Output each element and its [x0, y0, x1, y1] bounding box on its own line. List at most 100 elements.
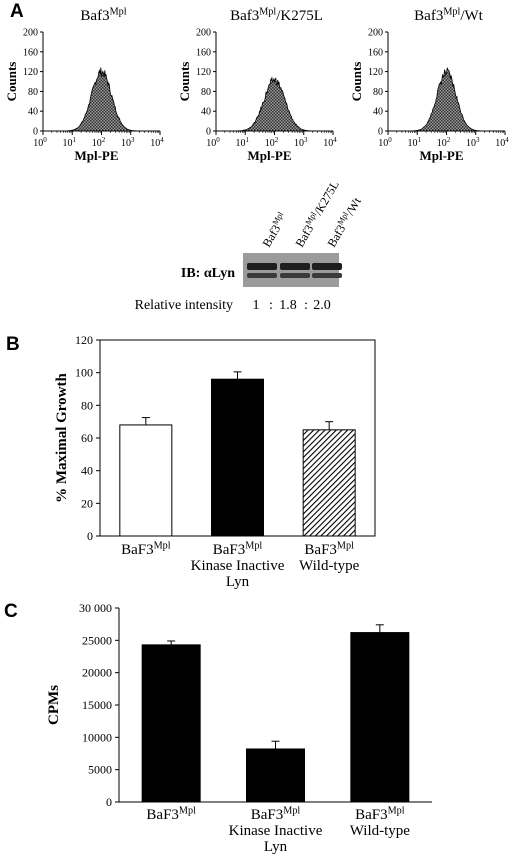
category-label-line3: Lyn	[226, 574, 250, 590]
histogram-title: Baf3Mpl	[80, 6, 126, 24]
y-axis-label: Counts	[349, 62, 364, 102]
histogram-title: Baf3Mpl/K275L	[230, 6, 323, 24]
panel-label-c: C	[4, 601, 18, 622]
histogram-baf3-mpl: Baf3Mpl 0 40 80 120 160 200 100 101 102 103 104 Mpl-…	[4, 6, 164, 163]
y-tick-label: 0	[206, 127, 211, 138]
y-tick-label: 120	[23, 67, 38, 78]
blot-band-lower	[312, 273, 342, 278]
y-tick-label: 120	[368, 67, 383, 78]
histogram-baf3-mpl-wt: Baf3Mpl/Wt 0 40 80 120 160 200 100 101 102 103 104 M…	[349, 6, 509, 163]
histogram-distribution	[43, 67, 160, 132]
histogram-title: Baf3Mpl/Wt	[414, 6, 483, 24]
x-tick-label: 102	[92, 136, 106, 149]
blot-band-lower	[247, 273, 277, 278]
x-tick-label: 100	[33, 136, 47, 149]
relative-intensity-value: 2.0	[313, 298, 331, 313]
relative-intensity-label: Relative intensity	[135, 298, 233, 313]
histogram-distribution	[388, 67, 505, 132]
bar	[350, 632, 410, 803]
blot-band-lower	[280, 273, 310, 278]
bar	[141, 644, 201, 803]
y-tick-label: 80	[373, 87, 383, 98]
x-axis-label: Mpl-PE	[419, 148, 463, 163]
category-label: BaF3Mpl	[251, 805, 301, 823]
bar	[302, 429, 356, 537]
y-tick-label: 60	[81, 431, 93, 445]
bar	[119, 424, 173, 537]
x-tick-label: 104	[150, 136, 164, 149]
histogram-distribution	[216, 76, 333, 132]
x-tick-label: 103	[466, 136, 480, 149]
y-tick-label: 80	[28, 87, 38, 98]
x-tick-label: 103	[294, 136, 308, 149]
bar	[211, 378, 264, 537]
y-tick-label: 10000	[82, 730, 112, 744]
bar-chart-cpms: 0 5000 10000 15000 20000 25000 30 000 BaF3Mpl Ba…	[46, 601, 432, 855]
x-tick-label: 101	[236, 136, 250, 149]
y-tick-label: 0	[378, 127, 383, 138]
y-tick-label: 160	[196, 47, 211, 58]
x-tick-label: 102	[265, 136, 279, 149]
y-tick-label: 200	[368, 28, 383, 39]
x-tick-label: 101	[63, 136, 77, 149]
x-axis-label: Mpl-PE	[247, 148, 291, 163]
category-label-line2: Kinase Inactive	[191, 558, 285, 574]
y-tick-label: 160	[23, 47, 38, 58]
y-tick-label: 0	[33, 127, 38, 138]
category-label-line3: Lyn	[264, 839, 288, 855]
y-tick-label: 200	[196, 28, 211, 39]
category-label: BaF3Mpl	[121, 540, 171, 558]
y-tick-label: 40	[373, 107, 383, 118]
lane-label: Baf3Mpl	[259, 210, 290, 250]
y-tick-label: 5000	[88, 763, 112, 777]
y-tick-label: 160	[368, 47, 383, 58]
y-axis-label: % Maximal Growth	[54, 372, 70, 502]
relative-intensity-value: 1.8	[279, 298, 297, 313]
y-tick-label: 15000	[82, 698, 112, 712]
y-tick-label: 0	[87, 529, 93, 543]
x-tick-label: 100	[378, 136, 392, 149]
category-label: BaF3Mpl	[304, 540, 354, 558]
category-label-line2: Kinase Inactive	[229, 823, 323, 839]
y-tick-label: 40	[28, 107, 38, 118]
blot-band-upper	[312, 263, 342, 270]
x-tick-label: 102	[437, 136, 451, 149]
blot-band-upper	[247, 263, 277, 270]
y-tick-label: 100	[75, 366, 93, 380]
x-tick-label: 103	[121, 136, 135, 149]
blot-band-upper	[280, 263, 310, 270]
histogram-baf3-mpl-k275l: Baf3Mpl/K275L 0 40 80 120 160 200 100 101 102 103 1…	[177, 6, 337, 163]
y-tick-label: 120	[196, 67, 211, 78]
y-tick-label: 0	[106, 795, 112, 809]
ib-label: IB: αLyn	[181, 266, 235, 281]
category-label: BaF3Mpl	[146, 805, 196, 823]
panel-label-b: B	[6, 334, 20, 355]
category-label-line2: Wild-type	[299, 558, 360, 574]
y-tick-label: 120	[75, 333, 93, 347]
y-tick-label: 80	[201, 87, 211, 98]
y-tick-label: 20000	[82, 666, 112, 680]
ratio-separator: :	[304, 298, 308, 313]
y-tick-label: 80	[81, 398, 93, 412]
y-tick-label: 30 000	[79, 601, 112, 615]
y-tick-label: 20	[81, 496, 93, 510]
category-label: BaF3Mpl	[213, 540, 263, 558]
y-axis-label: Counts	[4, 62, 19, 102]
y-tick-label: 40	[81, 464, 93, 478]
ratio-separator: :	[269, 298, 273, 313]
relative-intensity-value: 1	[253, 298, 260, 313]
x-tick-label: 104	[323, 136, 337, 149]
category-label-line2: Wild-type	[350, 823, 411, 839]
y-tick-label: 200	[23, 28, 38, 39]
y-axis-label: CPMs	[46, 685, 62, 725]
bar	[246, 748, 305, 803]
x-tick-label: 101	[408, 136, 422, 149]
panel-label-a: A	[10, 1, 24, 22]
category-label: BaF3Mpl	[355, 805, 405, 823]
y-tick-label: 40	[201, 107, 211, 118]
x-tick-label: 104	[495, 136, 509, 149]
x-tick-label: 100	[206, 136, 220, 149]
y-axis-label: Counts	[177, 62, 192, 102]
